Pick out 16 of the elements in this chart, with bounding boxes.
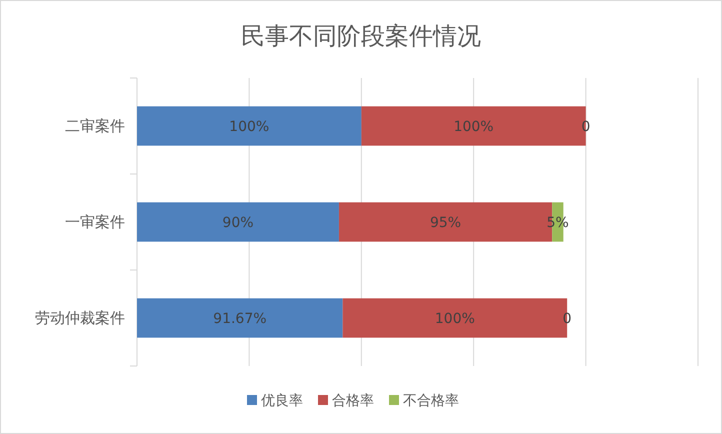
data-label: 95% bbox=[430, 215, 462, 231]
chart-title: 民事不同阶段案件情况 bbox=[241, 22, 481, 50]
legend-label: 合格率 bbox=[332, 393, 374, 409]
data-label: 91.67% bbox=[213, 311, 267, 327]
legend-label: 优良率 bbox=[261, 393, 303, 409]
bar bbox=[137, 202, 339, 242]
data-label: 100% bbox=[434, 311, 475, 327]
bar bbox=[137, 106, 362, 146]
data-label: 100% bbox=[229, 119, 270, 135]
y-tick-label: 一审案件 bbox=[65, 213, 125, 231]
data-label: 100% bbox=[454, 119, 494, 135]
data-label: 90% bbox=[222, 215, 254, 231]
y-tick-label: 二审案件 bbox=[65, 117, 125, 135]
bar bbox=[137, 298, 343, 338]
legend-label: 不合格率 bbox=[403, 393, 459, 409]
y-tick-label: 劳动仲裁案件 bbox=[35, 309, 125, 327]
